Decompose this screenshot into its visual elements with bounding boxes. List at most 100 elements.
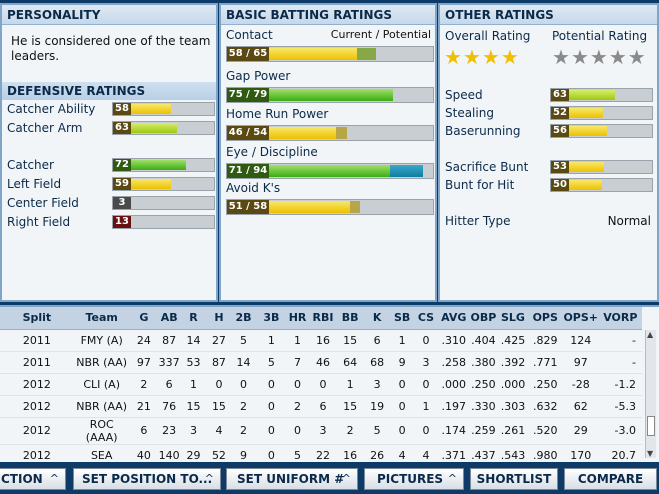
speed-bar: 63	[550, 88, 653, 102]
cell-ops-plus: 124	[562, 329, 599, 352]
col-slg[interactable]: SLG	[498, 307, 528, 330]
position-right-field-label: Right Field	[7, 215, 71, 229]
col-bb[interactable]: BB	[337, 307, 363, 330]
col-ops[interactable]: OPS	[527, 307, 563, 330]
scroll-up-icon[interactable]: ▲	[647, 330, 654, 339]
cell-3b: 0	[256, 444, 287, 467]
position-center-field-label: Center Field	[7, 196, 79, 210]
cell-vorp: -	[598, 351, 642, 374]
position-center-field-value: 3	[113, 197, 131, 209]
eye-discipline-bar: 71 / 94	[226, 163, 434, 179]
cell-obp: .380	[468, 351, 499, 374]
scroll-down-icon[interactable]: ▼	[647, 449, 654, 458]
pictures-button[interactable]: PICTURES ^	[364, 468, 464, 490]
stealing-fill	[569, 108, 603, 118]
col-avg[interactable]: AVG	[438, 307, 469, 330]
cell-bb: 16	[337, 444, 363, 467]
col-3b[interactable]: 3B	[256, 307, 287, 330]
overall-rating-label: Overall Rating	[445, 29, 531, 43]
gap-power-value: 75 / 79	[227, 88, 269, 102]
col-h[interactable]: H	[206, 307, 231, 330]
cell-slg: .425	[498, 329, 528, 352]
cell-cs: 4	[412, 444, 439, 467]
table-row[interactable]: 2011 FMY (A) 24 87 14 27 5 1 1 16 15 6 1…	[0, 329, 642, 352]
cell-cs: 1	[412, 395, 439, 418]
stats-rows: 2011 FMY (A) 24 87 14 27 5 1 1 16 15 6 1…	[0, 329, 642, 467]
cell-split: 2012	[0, 373, 74, 396]
cell-ops: .632	[527, 395, 563, 418]
cell-2b: 9	[230, 444, 257, 467]
set-position-button[interactable]: SET POSITION TO... ^	[73, 468, 221, 490]
cell-2b: 2	[230, 417, 257, 445]
cell-vorp: -3.0	[598, 417, 642, 445]
stats-header-row: Split Team G AB R H 2B 3B HR RBI BB K SB…	[0, 307, 642, 330]
cell-rbi: 0	[308, 373, 338, 396]
cell-ops-plus: 97	[562, 351, 599, 374]
cell-obp: .330	[468, 395, 499, 418]
cell-k: 26	[362, 444, 392, 467]
star-icon: ★	[500, 45, 520, 69]
cell-3b: 0	[256, 373, 287, 396]
cell-hr: 5	[286, 444, 309, 467]
cell-bb: 15	[337, 395, 363, 418]
col-2b[interactable]: 2B	[230, 307, 257, 330]
scrollbar-thumb[interactable]	[647, 416, 655, 436]
table-row[interactable]: 2012 SEA 40 140 29 52 9 0 5 22 16 26 4 4…	[0, 444, 642, 467]
col-split[interactable]: Split	[0, 307, 74, 330]
cell-slg: .261	[498, 417, 528, 445]
cell-g: 6	[129, 417, 159, 445]
cell-split: 2011	[0, 351, 74, 374]
col-rbi[interactable]: RBI	[308, 307, 338, 330]
cell-h: 27	[206, 329, 231, 352]
col-team[interactable]: Team	[73, 307, 130, 330]
catcher-arm-bar: 63	[112, 121, 215, 135]
col-hr[interactable]: HR	[286, 307, 309, 330]
col-k[interactable]: K	[362, 307, 392, 330]
table-row[interactable]: 2012 NBR (AA) 21 76 15 15 2 0 2 6 15 19 …	[0, 395, 642, 418]
table-row[interactable]: 2011 NBR (AA) 97 337 53 87 14 5 7 46 64 …	[0, 351, 642, 374]
col-vorp[interactable]: VORP	[598, 307, 642, 330]
col-g[interactable]: G	[129, 307, 159, 330]
sacrifice-bunt-label: Sacrifice Bunt	[445, 160, 529, 174]
cell-k: 68	[362, 351, 392, 374]
action-menu-button[interactable]: CTION ^	[0, 468, 66, 490]
gap-power-label: Gap Power	[226, 69, 291, 83]
table-row[interactable]: 2012 CLI (A) 2 6 1 0 0 0 0 0 1 3 0 0 .00…	[0, 373, 642, 396]
stats-scrollbar[interactable]: ▲ ▼	[645, 330, 656, 458]
position-right-field-bar: 13	[112, 215, 215, 229]
pictures-label: PICTURES	[377, 472, 444, 486]
col-ops-plus[interactable]: OPS+	[562, 307, 599, 330]
cell-k: 6	[362, 329, 392, 352]
cell-split: 2012	[0, 395, 74, 418]
cell-r: 14	[180, 329, 207, 352]
table-row[interactable]: 2012 ROC (AAA) 6 23 3 4 2 0 0 3 2 5 0 0 …	[0, 417, 642, 445]
col-obp[interactable]: OBP	[468, 307, 499, 330]
set-uniform-button[interactable]: SET UNIFORM # ^	[226, 468, 358, 490]
col-sb[interactable]: SB	[391, 307, 413, 330]
baserunning-bar: 56	[550, 124, 653, 138]
cell-r: 53	[180, 351, 207, 374]
sacrifice-bunt-bar: 53	[550, 160, 653, 174]
shortlist-label: SHORTLIST	[476, 472, 552, 486]
batting-panel: BASIC BATTING RATINGS Current / Potentia…	[219, 3, 437, 302]
cell-ops: .829	[527, 329, 563, 352]
col-cs[interactable]: CS	[412, 307, 439, 330]
cell-vorp: -5.3	[598, 395, 642, 418]
avoid-k-label: Avoid K's	[226, 181, 281, 195]
cell-h: 0	[206, 373, 231, 396]
cell-ops-plus: -28	[562, 373, 599, 396]
col-r[interactable]: R	[180, 307, 207, 330]
chevron-up-icon: ^	[341, 472, 351, 485]
star-icon: ★	[608, 45, 628, 69]
position-left-field-value: 59	[113, 178, 131, 190]
speed-label: Speed	[445, 88, 483, 102]
cell-avg: .197	[438, 395, 469, 418]
compare-button[interactable]: COMPARE	[564, 468, 657, 490]
shortlist-button[interactable]: SHORTLIST	[470, 468, 558, 490]
cell-obp: .437	[468, 444, 499, 467]
cell-sb: 0	[391, 373, 413, 396]
col-ab[interactable]: AB	[158, 307, 181, 330]
cell-team: NBR (AA)	[73, 351, 130, 374]
bunt-for-hit-value: 50	[551, 179, 569, 191]
cell-ab: 76	[158, 395, 181, 418]
